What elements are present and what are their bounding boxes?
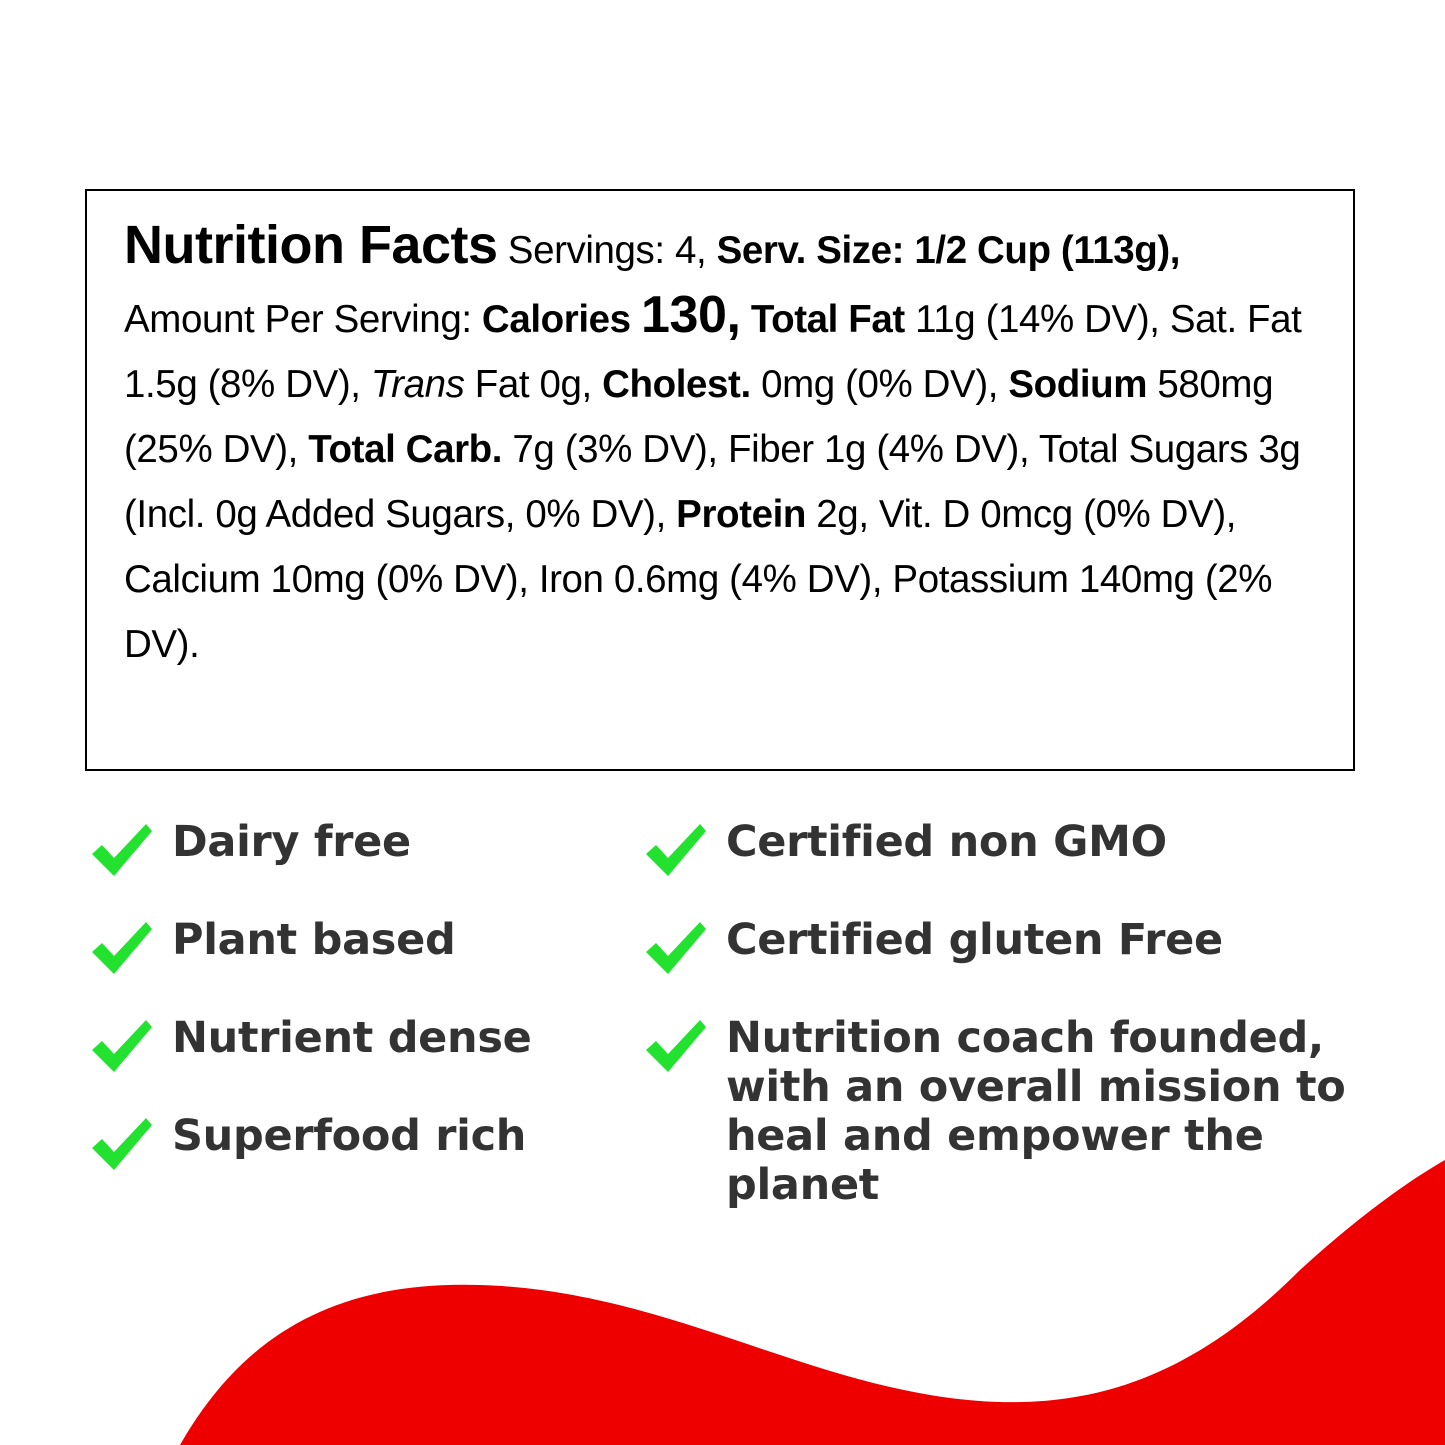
feature-label: Plant based: [172, 915, 456, 965]
serving-size-label: Serv. Size: 1/2 Cup (113g),: [716, 229, 1181, 272]
checkmark-icon: [92, 824, 152, 876]
cholesterol-value: 0mg (0% DV),: [750, 363, 1009, 406]
checkmark-icon: [92, 1020, 152, 1072]
feature-label: Nutrient dense: [172, 1013, 532, 1063]
feature-label: Superfood rich: [172, 1111, 527, 1161]
nutrition-facts-title: Nutrition Facts: [124, 215, 498, 275]
protein-and-minerals-value: 2g, Vit. D 0mcg (0% DV), Calcium 10mg (0…: [124, 493, 1273, 666]
feature-label: Certified non GMO: [726, 817, 1167, 867]
calories-value: 130,: [640, 286, 741, 344]
total-carb-label: Total Carb.: [308, 428, 503, 471]
calories-label: Calories: [481, 298, 641, 341]
checkmark-icon: [646, 824, 706, 876]
trans-label: Trans: [370, 363, 465, 406]
trans-fat-value: Fat 0g,: [464, 363, 603, 406]
sodium-label: Sodium: [1008, 363, 1148, 406]
feature-label: Certified gluten Free: [726, 915, 1223, 965]
checkmark-icon: [646, 922, 706, 974]
sodium-value: 580mg (25% DV),: [124, 363, 1274, 471]
total-fat-value: 11g (14% DV), Sat. Fat 1.5g (8% DV),: [124, 298, 1302, 406]
checkmark-icon: [92, 1118, 152, 1170]
nutrition-facts-paragraph: Nutrition Facts Servings: 4, Serv. Size:…: [124, 213, 1317, 677]
red-wave-shape: [180, 1160, 1445, 1445]
protein-label: Protein: [676, 493, 806, 536]
amount-per-serving-text: Amount Per Serving:: [124, 298, 482, 341]
feature-label: Nutrition coach founded, with an overall…: [726, 1013, 1346, 1210]
cholesterol-label: Cholest.: [602, 363, 751, 406]
nutrition-facts-box: Nutrition Facts Servings: 4, Serv. Size:…: [85, 189, 1355, 771]
feature-label: Dairy free: [172, 817, 411, 867]
checkmark-icon: [646, 1020, 706, 1072]
checkmark-icon: [92, 922, 152, 974]
total-fat-label: Total Fat: [740, 298, 905, 341]
total-carb-value: 7g (3% DV), Fiber 1g (4% DV), Total Suga…: [124, 428, 1301, 536]
servings-text: Servings: 4,: [497, 229, 717, 272]
